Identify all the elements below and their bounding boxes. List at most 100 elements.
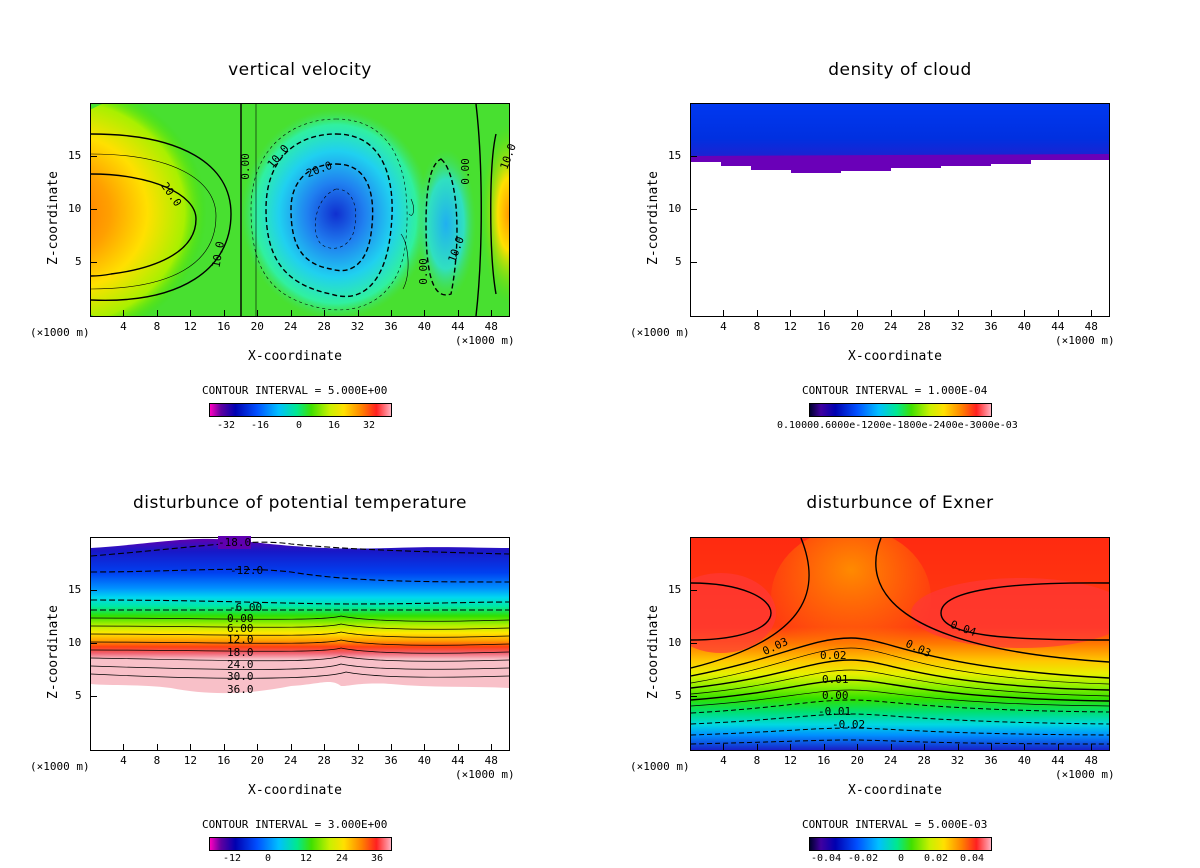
x-tick-mark (324, 744, 326, 750)
potential-temperature-field (91, 538, 509, 750)
contour-label: 24.0 (227, 658, 254, 671)
x-tick-mark (990, 310, 992, 316)
x-tick-mark (424, 744, 426, 750)
x-tick-mark (357, 310, 359, 316)
contour-label: 12.0 (227, 633, 254, 646)
x-tick-label: 48 (1084, 754, 1098, 767)
plot-area (90, 537, 510, 751)
y-tick-mark (91, 156, 97, 157)
x-tick-mark (957, 744, 959, 750)
x-tick-label: 48 (484, 320, 498, 333)
x-tick-mark (857, 744, 859, 750)
x-tick-label: 40 (1017, 320, 1032, 333)
colorbar-label: 36 (371, 853, 384, 864)
x-tick-mark (890, 310, 892, 316)
x-tick-label: 36 (984, 754, 998, 767)
x-axis-label: X-coordinate (848, 349, 942, 364)
contour-label: 0.00 (458, 158, 472, 185)
x-tick-label: 32 (350, 754, 365, 767)
x-axis-label: X-coordinate (248, 349, 342, 364)
x-tick-mark (491, 310, 493, 316)
y-tick-mark (91, 643, 97, 644)
colorbar-label: -0.02 (848, 853, 879, 864)
colorbar-label: -16 (251, 420, 270, 431)
colorbar (809, 837, 992, 851)
x-tick-mark (990, 744, 992, 750)
y-tick-label: 5 (75, 255, 82, 268)
x-tick-label: 24 (884, 754, 898, 767)
y-tick-label: 15 (668, 149, 682, 162)
x-tick-label: 36 (984, 320, 998, 333)
x-tick-label: 28 (317, 320, 331, 333)
y-tick-mark (91, 262, 97, 263)
contour-interval: CONTOUR INTERVAL = 5.000E-03 (802, 818, 988, 831)
x-tick-mark (924, 744, 926, 750)
colorbar-label: -12 (223, 853, 242, 864)
x-tick-label: 28 (917, 320, 931, 333)
x-tick-mark (790, 310, 792, 316)
x-tick-label: 48 (1084, 320, 1098, 333)
colorbar-label: 0.02 (924, 853, 949, 864)
x-tick-label: 44 (451, 320, 465, 333)
y-tick-label: 15 (68, 583, 82, 596)
exner-field (691, 538, 1109, 750)
contour-label: -6.00 (229, 601, 263, 614)
x-tick-mark (823, 310, 825, 316)
x-tick-label: 32 (950, 754, 965, 767)
y-axis-label: Z-coordinate (46, 605, 61, 699)
x-unit-right: (×1000 m) (1055, 768, 1115, 781)
x-unit-left: (×1000 m) (30, 760, 90, 773)
contour-label: 0.01 (822, 673, 849, 686)
x-tick-label: 12 (183, 320, 197, 333)
y-tick-label: 10 (68, 636, 82, 649)
x-unit-left: (×1000 m) (30, 326, 90, 339)
x-tick-mark (1091, 744, 1093, 750)
y-tick-mark (91, 696, 97, 697)
chart-title: disturbunce of Exner (806, 493, 994, 513)
contour-label: 6.00 (227, 622, 254, 635)
x-tick-mark (190, 310, 192, 316)
x-tick-label: 4 (120, 754, 127, 767)
colorbar-label: -0.04 (811, 853, 842, 864)
contour-label: 0.00 (238, 153, 252, 180)
x-tick-label: 12 (183, 754, 197, 767)
colorbar-label: 0 (296, 420, 303, 431)
x-unit-left: (×1000 m) (630, 760, 690, 773)
colorbar-label: -32 (217, 420, 236, 431)
x-tick-label: 4 (120, 320, 127, 333)
plot-area (690, 103, 1110, 317)
x-tick-label: 36 (384, 320, 398, 333)
x-tick-mark (390, 310, 392, 316)
x-tick-mark (924, 310, 926, 316)
x-unit-right: (×1000 m) (1055, 334, 1115, 347)
x-tick-label: 8 (153, 320, 161, 333)
y-tick-mark (691, 590, 697, 591)
x-tick-mark (790, 744, 792, 750)
x-tick-label: 8 (753, 320, 761, 333)
x-tick-mark (457, 310, 459, 316)
contour-label: 30.0 (227, 670, 254, 683)
x-tick-label: 48 (484, 754, 498, 767)
colorbar-label: 32 (363, 420, 376, 431)
x-tick-label: 4 (720, 754, 727, 767)
x-tick-mark (723, 744, 725, 750)
chart-title: disturbunce of potential temperature (132, 493, 468, 513)
contour-label: 0.00 (416, 258, 430, 285)
contour-interval: CONTOUR INTERVAL = 3.000E+00 (202, 818, 388, 831)
y-tick-mark (91, 209, 97, 210)
x-tick-mark (123, 744, 125, 750)
contour-interval: CONTOUR INTERVAL = 5.000E+00 (202, 384, 388, 397)
x-tick-mark (491, 744, 493, 750)
x-tick-mark (1057, 744, 1059, 750)
x-tick-mark (823, 744, 825, 750)
x-tick-label: 32 (950, 320, 965, 333)
x-tick-label: 16 (217, 320, 231, 333)
x-tick-mark (890, 744, 892, 750)
y-tick-mark (691, 643, 697, 644)
x-tick-label: 32 (350, 320, 365, 333)
y-tick-mark (691, 696, 697, 697)
x-tick-mark (457, 744, 459, 750)
x-tick-label: 16 (817, 320, 831, 333)
x-axis-label: X-coordinate (848, 783, 942, 798)
colorbar (809, 403, 992, 417)
